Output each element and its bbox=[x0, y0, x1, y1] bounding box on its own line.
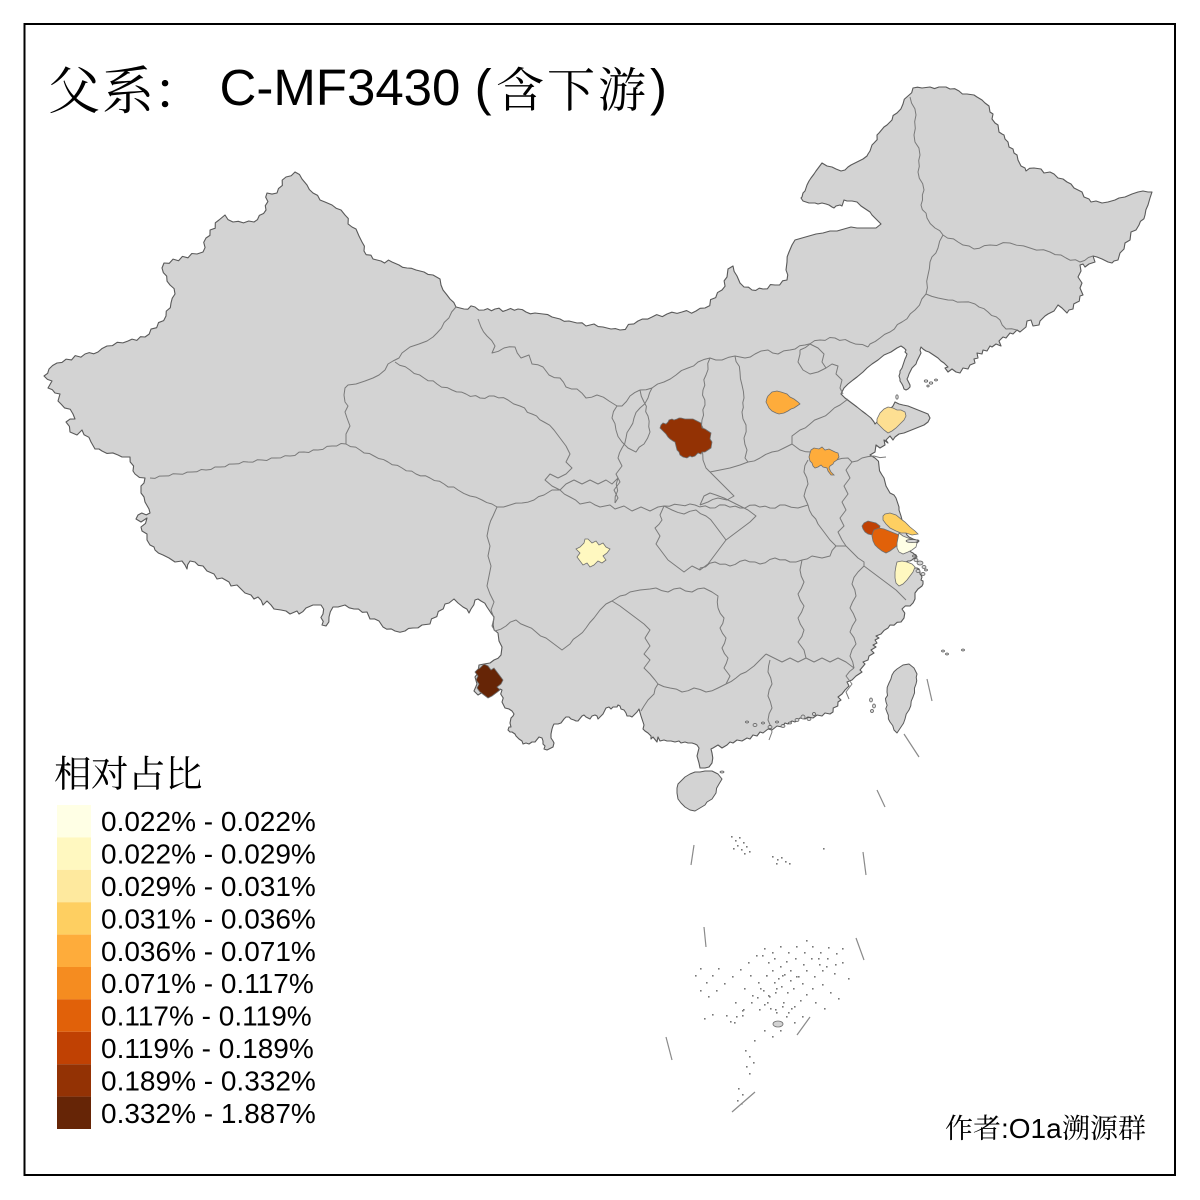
svg-text:0.022% - 0.029%: 0.022% - 0.029% bbox=[101, 839, 316, 870]
svg-text:0.071% - 0.117%: 0.071% - 0.117% bbox=[101, 968, 314, 999]
svg-text:0.119% - 0.189%: 0.119% - 0.189% bbox=[101, 1033, 314, 1064]
svg-text:0.036% - 0.071%: 0.036% - 0.071% bbox=[101, 936, 316, 967]
svg-text:0.022% - 0.022%: 0.022% - 0.022% bbox=[101, 806, 316, 837]
svg-text:0.189% - 0.332%: 0.189% - 0.332% bbox=[101, 1065, 316, 1096]
svg-text:C-MF3430 (: C-MF3430 ( bbox=[220, 59, 492, 116]
svg-text:0.117% - 0.119%: 0.117% - 0.119% bbox=[101, 1001, 312, 1032]
svg-text:0.029% - 0.031%: 0.029% - 0.031% bbox=[101, 871, 316, 902]
svg-text:): ) bbox=[650, 59, 667, 116]
svg-text:0.031% - 0.036%: 0.031% - 0.036% bbox=[101, 903, 316, 934]
svg-text::O1a: :O1a bbox=[1001, 1113, 1062, 1144]
svg-text:0.332% - 1.887%: 0.332% - 1.887% bbox=[101, 1098, 316, 1129]
